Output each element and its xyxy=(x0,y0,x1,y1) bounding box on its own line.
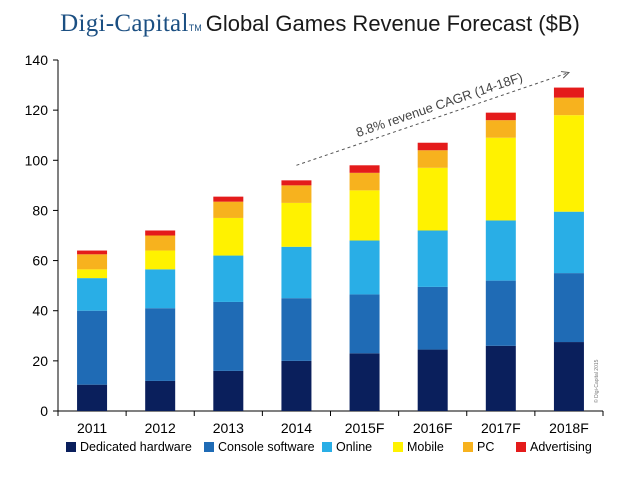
copyright-watermark: © Digi-Capital 2015 xyxy=(593,359,600,403)
x-tick-label: 2015F xyxy=(345,420,385,436)
legend-swatch-console_software xyxy=(204,442,214,452)
bar-segment-pc-2011 xyxy=(77,254,108,270)
legend-swatch-mobile xyxy=(393,442,403,452)
bar-segment-pc-2012 xyxy=(145,235,176,251)
bar-segment-advertising-2017F xyxy=(485,112,516,121)
bar-segment-mobile-2013 xyxy=(213,217,244,256)
bar-segment-console_software-2011 xyxy=(77,310,108,385)
legend-swatch-advertising xyxy=(516,442,526,452)
legend-swatch-online xyxy=(322,442,332,452)
bar-segment-pc-2015F xyxy=(349,172,380,191)
x-tick-label: 2011 xyxy=(77,420,107,436)
legend-label-pc: PC xyxy=(477,440,494,454)
bar-segment-pc-2016F xyxy=(417,150,448,168)
x-tick-label: 2016F xyxy=(413,420,453,436)
bar-segment-online-2011 xyxy=(77,278,108,311)
bar-segment-dedicated_hardware-2013 xyxy=(213,370,244,411)
bar-segment-console_software-2014 xyxy=(281,298,312,361)
bar-segment-advertising-2014 xyxy=(281,180,312,186)
bar-segment-dedicated_hardware-2015F xyxy=(349,353,380,411)
cagr-arrow-head xyxy=(560,71,571,79)
legend-label-console_software: Console software xyxy=(218,440,315,454)
x-tick-label: 2018F xyxy=(549,420,589,436)
bar-segment-mobile-2011 xyxy=(77,269,108,279)
bar-segment-mobile-2017F xyxy=(485,137,516,221)
bar-segment-dedicated_hardware-2018F xyxy=(553,342,584,411)
bar-segment-advertising-2015F xyxy=(349,165,380,173)
bar-segment-mobile-2018F xyxy=(553,115,584,212)
legend-swatch-dedicated_hardware xyxy=(66,442,76,452)
bar-segment-online-2018F xyxy=(553,211,584,274)
y-tick-label: 20 xyxy=(32,353,48,369)
bar-segment-console_software-2013 xyxy=(213,301,244,371)
bar-segment-online-2017F xyxy=(485,220,516,281)
bar-segment-pc-2013 xyxy=(213,201,244,218)
brand-logo: Digi-Capital xyxy=(60,10,189,37)
y-tick-label: 80 xyxy=(32,202,48,218)
bar-segment-pc-2014 xyxy=(281,185,312,203)
x-tick-label: 2012 xyxy=(145,420,176,436)
chart-title: Digi-Capital TM Global Games Revenue Fore… xyxy=(0,10,640,46)
y-tick-label: 60 xyxy=(32,253,48,269)
bar-segment-console_software-2017F xyxy=(485,280,516,346)
bar-segment-pc-2018F xyxy=(553,97,584,116)
y-tick-label: 100 xyxy=(25,152,49,168)
bar-segment-mobile-2012 xyxy=(145,250,176,270)
bar-segment-mobile-2016F xyxy=(417,167,448,231)
bar-segment-advertising-2012 xyxy=(145,230,176,236)
bar-segment-online-2012 xyxy=(145,269,176,309)
chart-title-text: Global Games Revenue Forecast ($B) xyxy=(205,11,580,36)
bar-segment-online-2013 xyxy=(213,255,244,302)
x-tick-label: 2013 xyxy=(213,420,244,436)
bar-segment-dedicated_hardware-2012 xyxy=(145,380,176,411)
y-tick-label: 40 xyxy=(32,303,48,319)
bar-segment-advertising-2018F xyxy=(553,87,584,98)
bar-segment-advertising-2011 xyxy=(77,250,108,255)
bar-segment-console_software-2018F xyxy=(553,273,584,343)
legend-label-advertising: Advertising xyxy=(530,440,592,454)
bar-segment-advertising-2016F xyxy=(417,142,448,151)
bar-segment-online-2015F xyxy=(349,240,380,295)
legend-swatch-pc xyxy=(463,442,473,452)
bar-segment-mobile-2015F xyxy=(349,190,380,241)
legend-label-mobile: Mobile xyxy=(407,440,444,454)
bar-segment-mobile-2014 xyxy=(281,202,312,247)
bar-segment-online-2016F xyxy=(417,230,448,287)
bar-segment-advertising-2013 xyxy=(213,196,244,202)
bar-segment-console_software-2012 xyxy=(145,308,176,381)
y-tick-label: 0 xyxy=(40,403,48,419)
x-tick-label: 2014 xyxy=(281,420,312,436)
y-tick-label: 120 xyxy=(25,102,49,118)
legend-label-online: Online xyxy=(336,440,372,454)
bar-segment-dedicated_hardware-2014 xyxy=(281,360,312,411)
y-tick-label: 140 xyxy=(25,52,49,68)
brand-trademark: TM xyxy=(188,23,202,33)
bar-segment-dedicated_hardware-2017F xyxy=(485,345,516,411)
bar-segment-console_software-2015F xyxy=(349,294,380,354)
bar-segment-dedicated_hardware-2011 xyxy=(77,384,108,411)
x-tick-label: 2017F xyxy=(481,420,521,436)
bar-segment-dedicated_hardware-2016F xyxy=(417,349,448,411)
bar-segment-pc-2017F xyxy=(485,120,516,138)
bar-segment-console_software-2016F xyxy=(417,286,448,350)
bar-segment-online-2014 xyxy=(281,246,312,299)
legend-label-dedicated_hardware: Dedicated hardware xyxy=(80,440,192,454)
